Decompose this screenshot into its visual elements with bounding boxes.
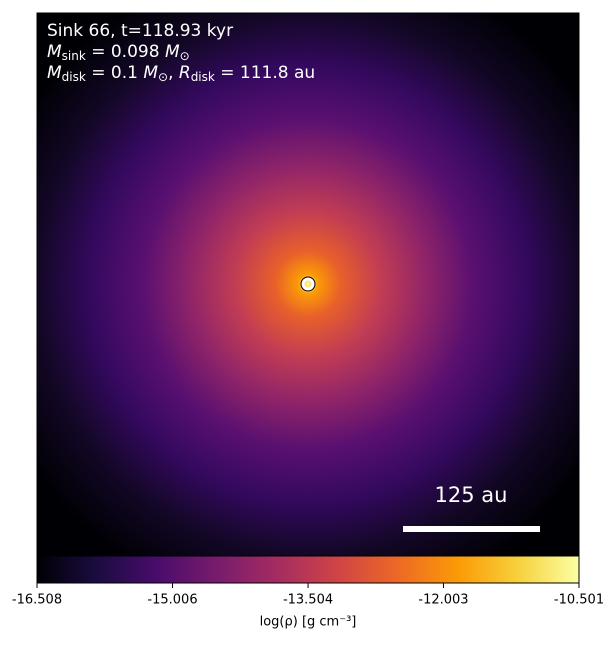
annotation: Sink 66, t=118.93 kyr	[47, 21, 233, 41]
annotation: Mdisk = 0.1 M⊙, Rdisk = 111.8 au	[47, 63, 315, 84]
sink-outline	[300, 276, 316, 292]
annotation-part: Sink 66, t=118.93 kyr	[47, 21, 233, 41]
annotation-part: M	[143, 63, 158, 83]
colorbar-label: log(ρ) [g cm⁻³]	[260, 615, 357, 630]
colorbar-tick-label: -13.504	[283, 593, 333, 608]
annotation-part: M	[47, 63, 62, 83]
colorbar-tick-label: -15.006	[147, 593, 197, 608]
colorbar	[36, 555, 580, 584]
annotation-part: = 0.098	[86, 42, 165, 62]
colorbar-tick-label: -10.501	[554, 593, 604, 608]
sink-marker	[301, 277, 315, 291]
annotation: Msink = 0.098 M⊙	[47, 42, 190, 63]
density-image	[37, 13, 579, 556]
colorbar-tick-label: -12.003	[418, 593, 468, 608]
annotation-part: ⊙	[158, 70, 168, 84]
colorbar-tick-label: -16.508	[12, 593, 62, 608]
annotation-part: ⊙	[180, 49, 190, 63]
annotation-part: ,	[168, 63, 179, 83]
annotation-part: = 0.1	[86, 63, 144, 83]
annotation-part: disk	[62, 70, 86, 84]
annotation-part: R	[179, 63, 191, 83]
scale-bar-label: 125 au	[435, 483, 508, 507]
annotation-part: M	[165, 42, 180, 62]
annotation-part: = 111.8 au	[215, 63, 315, 83]
annotation-part: sink	[62, 49, 86, 63]
annotation-part: disk	[191, 70, 215, 84]
annotation-part: M	[47, 42, 62, 62]
